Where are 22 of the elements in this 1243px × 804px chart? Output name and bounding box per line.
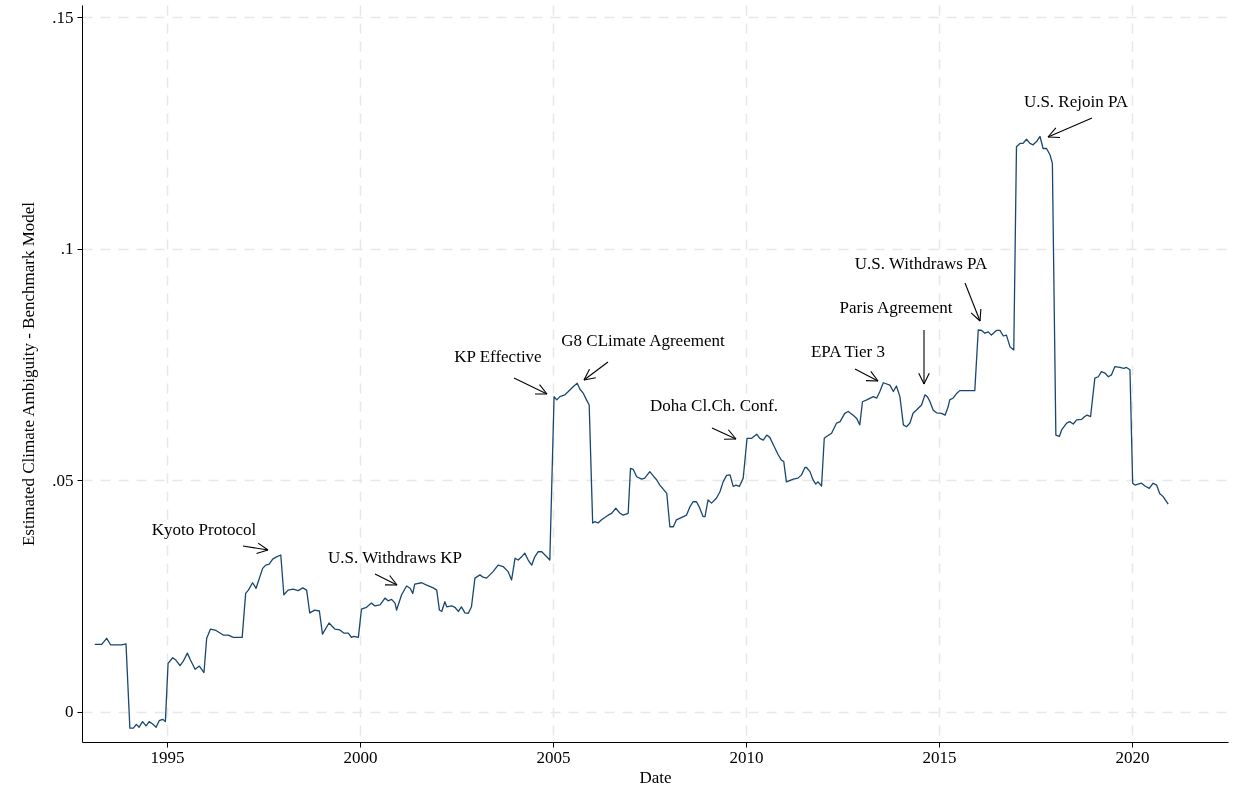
y-tick-label: .05	[52, 470, 74, 490]
annotation: G8 CLimate Agreement	[561, 331, 725, 350]
annotation: U.S. Withdraws PA	[854, 254, 988, 273]
annotation: EPA Tier 3	[810, 342, 886, 361]
annotation: Paris Agreement	[839, 298, 953, 317]
y-tick-label: .15	[52, 8, 74, 27]
x-tick-label: 2020	[1115, 747, 1150, 767]
x-tick-label: 2005	[536, 747, 571, 767]
annotation: U.S. Withdraws KP	[327, 548, 463, 567]
x-axis-title: Date	[639, 767, 672, 787]
line-series	[94, 135, 1169, 729]
annotation: Doha Cl.Ch. Conf.	[650, 396, 778, 415]
x-tick-label: 2015	[922, 747, 957, 767]
annotation: Kyoto Protocol	[151, 520, 257, 539]
y-tick-label: 0	[65, 702, 74, 722]
x-tick-label: 1995	[150, 747, 185, 767]
y-axis-title: Estimated Climate Ambiguity - Benchmark Model	[19, 201, 39, 547]
x-tick-label: 2000	[343, 747, 378, 767]
y-tick-label: .1	[60, 239, 74, 259]
x-tick-label: 2010	[729, 747, 764, 767]
annotation: KP Effective	[454, 347, 542, 366]
annotation: U.S. Rejoin PA	[1023, 92, 1129, 111]
